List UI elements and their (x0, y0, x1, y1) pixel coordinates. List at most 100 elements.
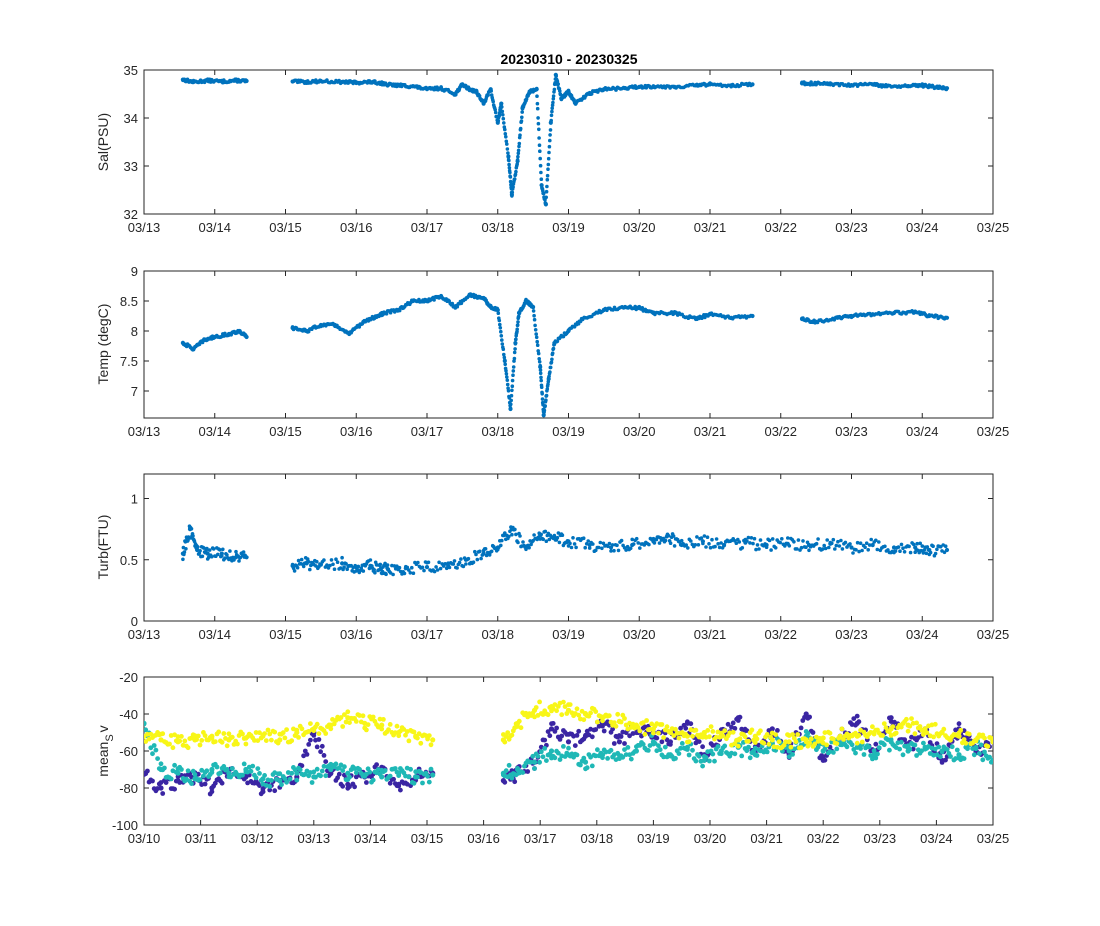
data-point (540, 754, 546, 760)
data-point (424, 298, 430, 304)
data-point (331, 562, 335, 567)
data-point (158, 766, 164, 773)
x-tick-label: 03/11 (185, 831, 217, 846)
data-point (942, 550, 947, 555)
x-tick-label: 03/24 (920, 831, 953, 846)
data-point (219, 780, 225, 786)
data-point (637, 728, 643, 734)
data-point (932, 721, 938, 727)
data-point (535, 106, 540, 111)
data-point (552, 755, 558, 761)
data-point (182, 738, 188, 744)
y-tick-label: 8.5 (120, 294, 138, 309)
data-point (803, 711, 809, 717)
data-point (948, 754, 953, 759)
data-point (180, 77, 185, 82)
data-point (304, 752, 310, 757)
data-point (406, 774, 412, 780)
x-tick-label: 03/23 (835, 424, 868, 439)
data-point (329, 558, 334, 562)
data-point (901, 546, 905, 550)
data-point (253, 730, 259, 735)
data-point (200, 554, 205, 559)
data-point (243, 766, 249, 773)
data-point (495, 120, 500, 125)
data-point (799, 81, 805, 86)
data-point (833, 547, 837, 551)
y-tick-label: 8 (131, 324, 138, 339)
data-point (896, 545, 901, 549)
data-point (514, 532, 518, 537)
data-point (561, 744, 566, 749)
data-point (345, 781, 351, 787)
data-point (593, 727, 599, 732)
data-point (707, 312, 713, 317)
data-point (547, 150, 551, 155)
data-point (854, 720, 860, 726)
data-point (696, 753, 702, 759)
data-point (642, 731, 648, 737)
data-point (502, 355, 507, 360)
data-point (428, 742, 434, 748)
data-point (361, 569, 366, 573)
data-point (252, 738, 257, 743)
data-point (228, 774, 234, 780)
data-point (234, 549, 238, 554)
data-point (265, 727, 271, 733)
data-point (374, 762, 379, 767)
data-point (812, 741, 818, 747)
data-point (172, 786, 178, 792)
data-point (899, 542, 904, 547)
data-point (935, 547, 939, 552)
data-point (708, 724, 714, 729)
data-point (816, 537, 820, 541)
data-point (749, 727, 755, 733)
x-tick-label: 03/22 (807, 831, 840, 846)
data-point (144, 733, 147, 739)
data-point (155, 756, 161, 761)
data-point (175, 739, 181, 745)
data-point (505, 375, 509, 379)
data-point (871, 729, 877, 736)
data-point (587, 90, 592, 96)
data-point (362, 772, 368, 778)
data-point (314, 564, 318, 568)
data-point (944, 547, 950, 553)
data-point (332, 322, 338, 328)
data-point (498, 322, 502, 327)
data-point (532, 313, 536, 318)
data-point (572, 542, 577, 546)
x-tick-label: 03/17 (411, 220, 444, 235)
data-point (549, 360, 554, 365)
data-point (875, 547, 880, 552)
data-point (553, 72, 558, 77)
data-point (202, 337, 207, 343)
data-point (863, 545, 867, 550)
data-point (686, 752, 692, 758)
x-tick-label: 03/25 (977, 424, 1010, 439)
data-point (243, 735, 249, 741)
data-point (290, 563, 295, 569)
data-point (277, 778, 283, 784)
data-point (638, 546, 642, 550)
data-point (205, 546, 209, 551)
y-label-part: v (95, 725, 111, 732)
data-point (884, 84, 890, 89)
data-point (504, 139, 509, 144)
data-point (971, 752, 977, 758)
data-point (513, 347, 517, 351)
data-point (410, 84, 415, 89)
data-point (581, 717, 587, 723)
data-point (340, 768, 346, 773)
data-point (514, 169, 518, 174)
data-point (392, 766, 398, 771)
data-point (608, 747, 614, 753)
data-point (457, 560, 462, 565)
data-point (338, 715, 344, 720)
data-point (944, 315, 950, 320)
data-point (807, 714, 812, 720)
data-point (551, 346, 556, 351)
data-point (532, 533, 536, 537)
x-tick-label: 03/14 (198, 220, 231, 235)
data-point (627, 733, 632, 739)
